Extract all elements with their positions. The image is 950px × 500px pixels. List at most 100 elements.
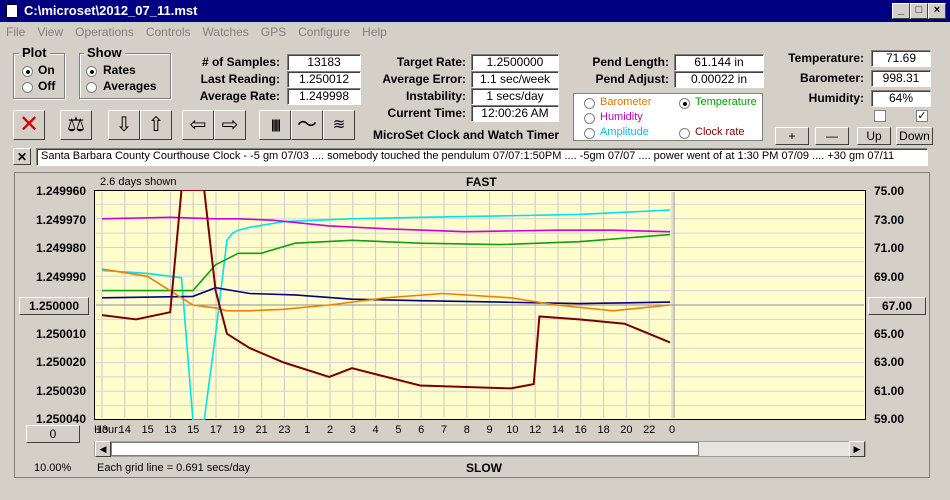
target-rate-field[interactable]: 1.2500000 [471,54,559,71]
menu-view[interactable]: View [37,25,64,39]
x-tick: 5 [395,424,402,436]
scroll-thumb[interactable] [111,442,699,456]
option-checkbox-1[interactable] [874,110,886,122]
close-window-button[interactable]: × [928,3,946,19]
arrow-down-icon[interactable]: ⇩ [108,110,140,140]
show-group [79,53,171,99]
y-right-tick: 63.00 [874,355,905,369]
minimize-button[interactable]: _ [892,3,910,19]
show-group-title: Show [84,45,125,60]
x-tick: 22 [643,424,656,436]
app-label: MicroSet Clock and Watch Timer [373,128,560,142]
x-tick: 0 [668,424,676,436]
chart-svg [94,190,866,420]
series-line-4 [101,268,671,312]
barometer-radio[interactable] [584,98,595,109]
pend-adjust-field: 0.00022 in [674,71,764,88]
plot-off-label: Off [38,79,56,93]
x-tick: 7 [440,424,448,436]
x-tick: 15 [141,424,154,436]
slow-label: SLOW [466,461,502,475]
notes-field[interactable]: Santa Barbara County Courthouse Clock - … [36,148,928,166]
x-tick: 18 [597,424,610,436]
show-averages-radio[interactable] [86,82,97,93]
option-checkbox-2[interactable]: ✓ [916,110,928,122]
bar-chart-icon[interactable]: |||||| [259,110,291,140]
arrow-up-icon[interactable]: ⇧ [140,110,172,140]
last-reading-label: Last Reading: [200,72,280,86]
y-right-tick: 69.00 [874,269,905,284]
wave-lines-icon[interactable]: ≋ [323,110,355,140]
offset-button[interactable]: 0 [26,425,80,443]
y-left-tick: 1.250030 [35,383,86,398]
x-tick: 14 [118,424,131,436]
menu-file[interactable]: File [6,25,26,39]
x-tick: 4 [372,424,379,436]
menu-controls[interactable]: Controls [145,25,191,39]
last-reading-field: 1.250012 [287,71,361,88]
maximize-button[interactable]: □ [910,3,928,19]
y-right-tick: 61.00 [874,383,905,398]
arrow-right-icon[interactable]: ⇨ [214,110,246,140]
clear-notes-button[interactable]: ✕ [13,148,31,165]
x-tick: 23 [278,424,291,436]
x-tick: 13 [164,424,177,436]
x-tick: 2 [326,424,334,436]
plus-button[interactable]: + [775,127,809,145]
show-rates-radio[interactable] [86,66,97,77]
samples-label: # of Samples: [201,55,280,69]
center-scale-button[interactable]: 67.00 [868,297,926,315]
minus-button[interactable]: — [815,127,849,145]
menu-configure[interactable]: Configure [298,25,351,39]
arrow-left-icon[interactable]: ⇦ [182,110,214,140]
temperature-field: 71.69 [871,50,931,67]
close-x-icon[interactable]: ✕ [13,110,45,140]
x-tick: 6 [418,424,425,436]
up-button[interactable]: Up [857,127,891,145]
y-left-tick: 1.249970 [35,212,86,227]
y-left-tick: 1.249990 [35,269,86,284]
scroll-right-icon[interactable]: ▶ [849,441,865,457]
y-left-tick: 1.249980 [35,241,86,255]
current-time-label: Current Time: [387,106,466,120]
target-rate-label: Target Rate: [396,55,466,69]
x-tick: 9 [486,424,493,436]
show-averages-label: Averages [103,79,157,93]
x-tick: 19 [232,424,245,436]
grid-note-label: Each grid line = 0.691 secs/day [97,462,251,474]
y-left-tick: 1.249960 [35,184,86,198]
average-error-label: Average Error: [382,72,466,86]
y-right-tick: 65.00 [874,326,905,341]
series-line-2 [102,233,671,292]
average-rate-field: 1.249998 [287,88,361,105]
plot-on-radio[interactable] [22,66,33,77]
pend-length-label: Pend Length: [592,55,669,69]
clock-rate-radio[interactable] [679,128,690,139]
horizontal-scrollbar[interactable]: ◀ ▶ [94,441,866,457]
temperature-radio[interactable] [679,98,690,109]
menu-operations[interactable]: Operations [75,25,134,39]
scroll-left-icon[interactable]: ◀ [95,441,111,457]
pend-length-field[interactable]: 61.144 in [674,54,764,71]
menu-watches[interactable]: Watches [202,25,249,39]
average-rate-label: Average Rate: [199,89,280,103]
chart-panel [14,172,930,478]
menu-gps[interactable]: GPS [260,25,287,39]
x-tick: 17 [209,424,223,436]
center-rate-button[interactable]: 1.250000 [19,297,89,315]
plot-off-radio[interactable] [22,82,33,93]
plot-group-title: Plot [19,45,50,60]
humidity-label: Humidity: [808,91,864,105]
line-chart-icon[interactable]: 〜 [291,110,323,140]
humidity-radio[interactable] [584,113,595,124]
down-button[interactable]: Down [896,127,933,145]
y-right-tick: 73.00 [874,212,905,227]
hour-label: Hour: [94,424,121,436]
amplitude-radio[interactable] [584,128,595,139]
x-tick: 3 [349,424,356,436]
scale-icon[interactable]: ⚖ [60,110,92,140]
humidity-field: 64% [871,90,931,107]
menu-help[interactable]: Help [362,25,387,39]
x-tick: 10 [506,424,519,436]
y-left-tick: 1.250040 [35,412,86,426]
